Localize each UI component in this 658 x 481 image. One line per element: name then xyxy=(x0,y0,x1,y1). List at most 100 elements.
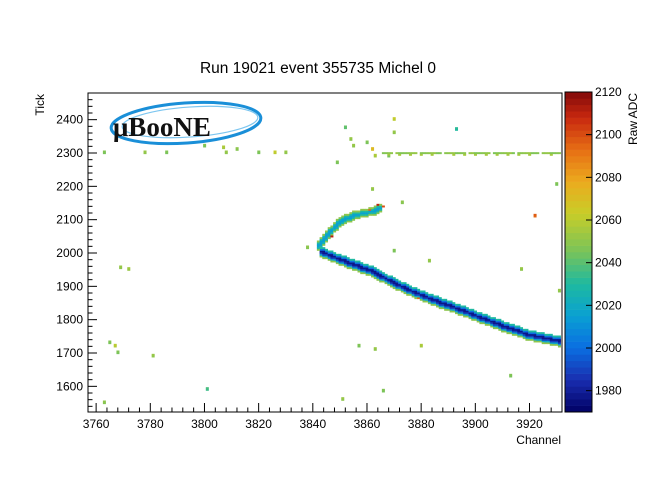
heatmap-cell xyxy=(473,318,477,321)
heatmap-cell xyxy=(392,277,396,280)
heatmap-cell xyxy=(151,353,155,356)
heatmap-cell xyxy=(392,278,396,281)
heatmap-cell xyxy=(552,342,556,345)
heatmap-cell xyxy=(492,325,496,328)
heatmap-cell xyxy=(151,355,155,358)
heatmap-cell xyxy=(330,227,334,230)
heatmap-cell xyxy=(352,145,356,148)
heatmap-cell xyxy=(325,257,329,260)
palette-band xyxy=(565,175,592,182)
heatmap-cell xyxy=(371,270,375,273)
heatmap-cell xyxy=(541,342,545,345)
heatmap-cell xyxy=(484,153,488,156)
heatmap-cell xyxy=(116,350,120,353)
heatmap-cell xyxy=(446,152,450,155)
heatmap-cell xyxy=(392,285,396,288)
heatmap-cell xyxy=(338,255,342,258)
heatmap-cell xyxy=(476,317,480,320)
heatmap-cell xyxy=(522,337,526,340)
heatmap-cell xyxy=(449,308,453,311)
heatmap-cell xyxy=(357,210,361,213)
palette-band xyxy=(565,143,592,150)
heatmap-cell xyxy=(357,267,361,270)
heatmap-cell xyxy=(449,300,453,303)
heatmap-cell xyxy=(362,265,366,268)
heatmap-cell xyxy=(544,342,548,345)
palette-band xyxy=(565,380,592,387)
heatmap-cell xyxy=(479,318,483,321)
heatmap-cell xyxy=(425,292,429,295)
heatmap-cell xyxy=(430,302,434,305)
x-tick-label: 3780 xyxy=(137,417,164,431)
heatmap-cell xyxy=(333,222,337,225)
heatmap-cell xyxy=(498,152,502,155)
heatmap-cell xyxy=(528,153,532,156)
heatmap-cell xyxy=(444,308,448,311)
heatmap-cell xyxy=(165,152,169,155)
heatmap-cell xyxy=(438,305,442,308)
heatmap-cell xyxy=(357,215,361,218)
heatmap-cell xyxy=(371,272,375,275)
heatmap-cell xyxy=(522,152,526,155)
heatmap-cell xyxy=(511,330,515,333)
heatmap-cell xyxy=(354,267,358,270)
heatmap-cell xyxy=(525,330,529,333)
heatmap-cell xyxy=(325,237,329,240)
heatmap-cell xyxy=(552,337,556,340)
heatmap-cell xyxy=(530,338,534,341)
heatmap-cell xyxy=(381,280,385,283)
palette-band xyxy=(565,213,592,221)
heatmap-cell xyxy=(319,250,323,253)
heatmap-cell xyxy=(482,322,486,325)
chart-title: Run 19021 event 355735 Michel 0 xyxy=(200,60,436,77)
heatmap-cell xyxy=(338,258,342,261)
heatmap-cell xyxy=(365,213,369,216)
heatmap-cell xyxy=(349,137,353,140)
heatmap-cell xyxy=(403,283,407,286)
z-tick-label: 1980 xyxy=(595,384,622,398)
heatmap-cell xyxy=(441,307,445,310)
heatmap-cell xyxy=(371,188,375,191)
heatmap-cell xyxy=(341,258,345,261)
heatmap-cell xyxy=(322,237,326,240)
heatmap-cell xyxy=(102,150,106,153)
heatmap-cell xyxy=(408,285,412,288)
heatmap-cell xyxy=(422,295,426,298)
heatmap-cell xyxy=(427,258,431,261)
palette-band xyxy=(565,156,592,163)
heatmap-cell xyxy=(495,318,499,321)
heatmap-cell xyxy=(360,213,364,216)
heatmap-cell xyxy=(492,317,496,320)
heatmap-cell xyxy=(360,268,364,271)
heatmap-cell xyxy=(343,265,347,268)
palette-band xyxy=(565,392,592,400)
heatmap-cell xyxy=(371,148,375,151)
heatmap-cell xyxy=(354,213,358,216)
heatmap-cell xyxy=(335,258,339,261)
heatmap-cell xyxy=(373,275,377,278)
heatmap-cell xyxy=(509,152,513,155)
heatmap-cell xyxy=(501,327,505,330)
heatmap-cell xyxy=(514,327,518,330)
palette-band xyxy=(565,245,592,253)
z-axis-label: Raw ADC xyxy=(626,93,640,145)
heatmap-cell xyxy=(487,315,491,318)
heatmap-cell xyxy=(398,283,402,286)
heatmap-cell xyxy=(468,308,472,311)
heatmap-cell xyxy=(403,287,407,290)
heatmap-cell xyxy=(365,273,369,276)
heatmap-cell xyxy=(406,285,410,288)
heatmap-cell xyxy=(520,328,524,331)
palette-band xyxy=(565,168,592,176)
palette-band xyxy=(565,373,592,381)
heatmap-cell xyxy=(492,318,496,321)
heatmap-cell xyxy=(343,263,347,266)
heatmap-cell xyxy=(373,268,377,271)
heatmap-cell xyxy=(354,210,358,213)
heatmap-cell xyxy=(417,290,421,293)
heatmap-cell xyxy=(335,257,339,260)
heatmap-cell xyxy=(438,303,442,306)
heatmap-cell xyxy=(476,320,480,323)
heatmap-cell xyxy=(549,337,553,340)
heatmap-cell xyxy=(381,390,385,393)
